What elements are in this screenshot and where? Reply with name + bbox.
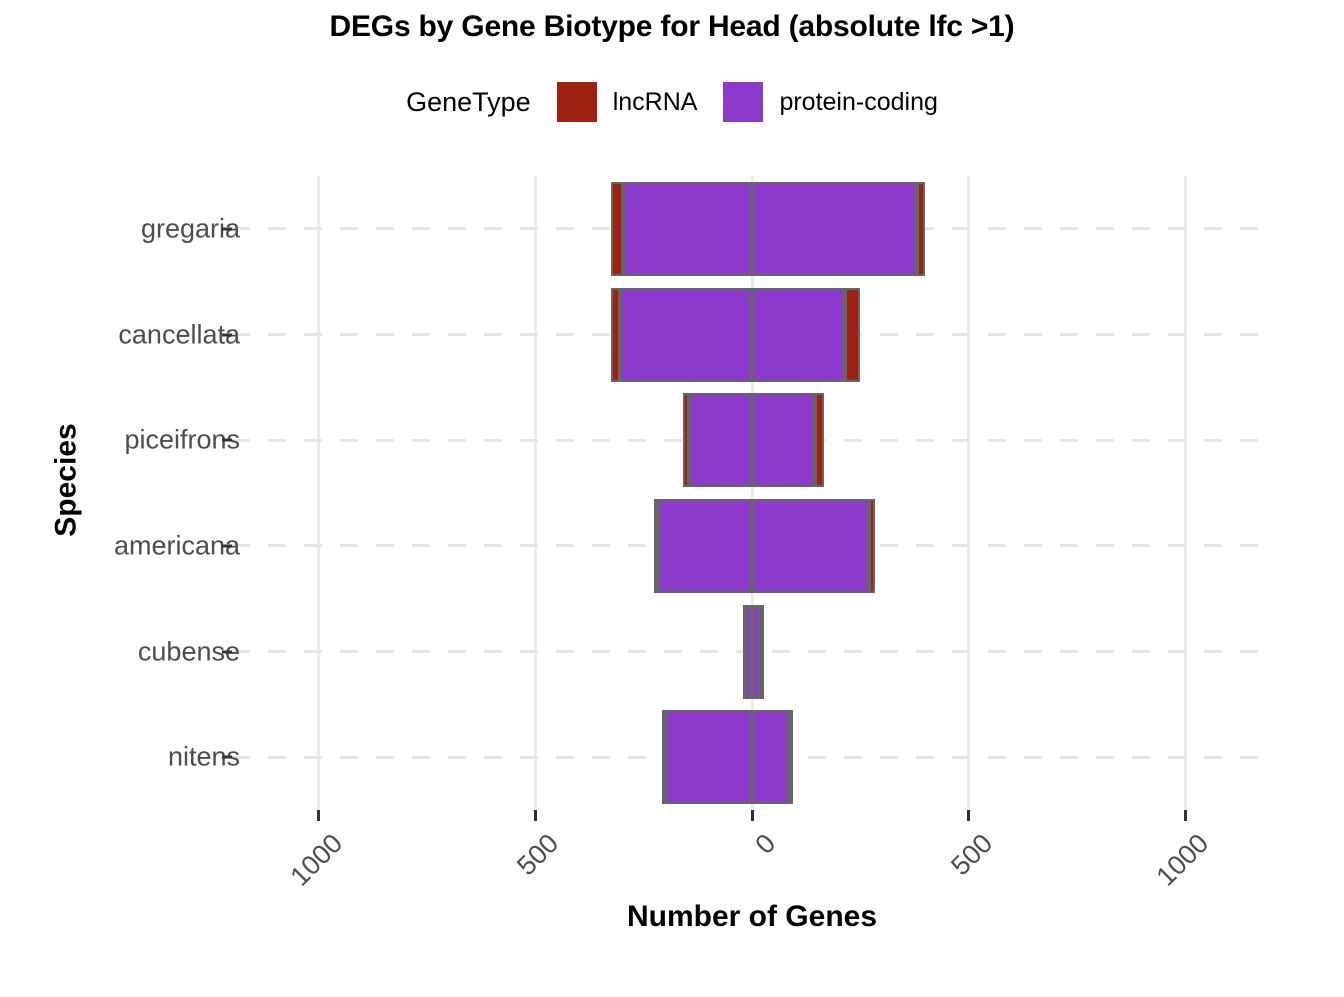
gridline-x-3 [967, 176, 971, 810]
bar-segment-lncrna-up[interactable] [916, 181, 926, 276]
y-axis-title: Species [49, 423, 83, 537]
bar-segment-protein-coding-up[interactable] [752, 393, 815, 488]
y-tick-label-cancellata: cancellata [118, 319, 240, 349]
x-tick-mark-1 [533, 810, 537, 821]
gridline-x-2 [750, 176, 754, 810]
bar-group[interactable] [232, 710, 1272, 805]
x-tick-mark-4 [1183, 810, 1187, 821]
bar-segment-protein-coding-up[interactable] [752, 498, 870, 593]
bar-segment-protein-coding-down[interactable] [620, 287, 752, 382]
y-tick-label-gregaria: gregaria [140, 213, 240, 244]
bar-segment-protein-coding-down[interactable] [623, 181, 752, 276]
bar-group[interactable] [232, 498, 1272, 593]
bar-segment-lncrna-down[interactable] [682, 393, 690, 488]
bar-segment-protein-coding-up[interactable] [752, 181, 917, 276]
y-tick-label-piceifrons: piceifrons [124, 424, 240, 455]
bar-segment-lncrna-up[interactable] [788, 710, 793, 805]
bar-segment-protein-coding-up[interactable] [752, 604, 761, 699]
y-tick-label-cubense: cubense [137, 636, 240, 666]
y-tick-label-nitens: nitens [167, 741, 240, 772]
x-tick-mark-2 [750, 810, 754, 821]
y-tick-mark-4 [222, 650, 232, 653]
bar-segment-protein-coding-down[interactable] [657, 498, 752, 593]
bar-segment-protein-coding-up[interactable] [752, 710, 789, 805]
x-tick-mark-3 [967, 810, 971, 821]
bar-segment-protein-coding-up[interactable] [752, 287, 845, 382]
bar-segment-lncrna-down[interactable] [742, 604, 747, 699]
bar-segment-lncrna-down[interactable] [610, 181, 624, 276]
legend-label-lncrna: lncRNA [612, 87, 698, 116]
bar-segment-lncrna-up[interactable] [814, 393, 825, 488]
chart-legend: GeneType lncRNA protein-coding [0, 82, 1344, 122]
legend-item-protein-coding[interactable]: protein-coding [723, 82, 938, 122]
bar-segment-lncrna-up[interactable] [760, 604, 765, 699]
y-tick-label-americana: americana [113, 530, 240, 561]
bar-group[interactable] [232, 181, 1272, 276]
bar-segment-lncrna-up[interactable] [844, 287, 861, 382]
y-tick-mark-0 [222, 227, 232, 231]
bar-segment-protein-coding-down[interactable] [664, 710, 752, 805]
x-tick-mark-0 [317, 810, 321, 821]
legend-swatch-lncrna [556, 82, 597, 122]
gridline-x-4 [1183, 176, 1187, 810]
y-tick-mark-2 [222, 438, 232, 442]
gridline-x-1 [533, 176, 537, 810]
y-tick-mark-5 [222, 755, 232, 759]
bar-group[interactable] [232, 604, 1272, 699]
bar-segment-lncrna-down[interactable] [662, 710, 667, 805]
bar-group[interactable] [232, 393, 1272, 488]
bar-segment-lncrna-down[interactable] [610, 287, 621, 382]
y-tick-mark-3 [222, 544, 232, 548]
bar-segment-lncrna-down[interactable] [654, 498, 659, 593]
bar-segment-protein-coding-down[interactable] [689, 393, 752, 488]
chart-root: DEGs by Gene Biotype for Head (absolute … [0, 10, 1344, 933]
chart-title: DEGs by Gene Biotype for Head (absolute … [329, 10, 1015, 43]
gridline-x-0 [317, 176, 321, 810]
x-axis-title: Number of Genes [626, 900, 878, 933]
plot-panel [232, 176, 1272, 810]
bar-group[interactable] [232, 287, 1272, 382]
legend-swatch-protein-coding [723, 82, 764, 122]
bar-segment-lncrna-up[interactable] [869, 498, 875, 593]
legend-title: GeneType [406, 86, 531, 117]
legend-item-lncrna[interactable]: lncRNA [556, 82, 698, 122]
y-tick-mark-1 [222, 333, 232, 336]
legend-label-protein-coding: protein-coding [779, 87, 938, 116]
